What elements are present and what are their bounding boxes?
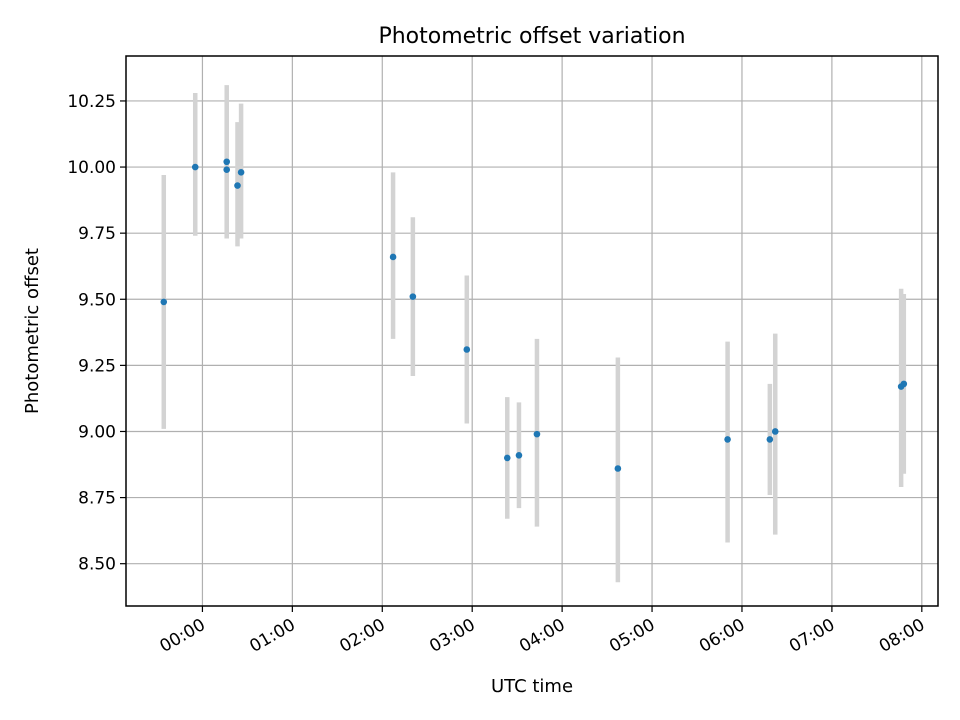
data-point	[771, 428, 779, 435]
data-points	[160, 158, 908, 472]
data-point	[223, 166, 231, 174]
data-point	[409, 293, 417, 300]
x-tick-label: 07:00	[786, 615, 838, 657]
plot-frame	[125, 55, 939, 607]
y-tick-label: 9.25	[78, 356, 116, 376]
x-tick-label: 04:00	[516, 615, 568, 657]
data-point	[191, 163, 199, 171]
data-point	[614, 465, 622, 472]
x-tick-label: 00:00	[156, 615, 208, 657]
data-point	[234, 182, 241, 189]
y-tick-label: 10.25	[67, 92, 116, 112]
y-axis-label: Photometric offset	[22, 248, 43, 414]
data-point	[766, 436, 774, 443]
data-point	[160, 298, 168, 306]
x-tick-label: 05:00	[606, 615, 658, 657]
y-tick-label: 8.75	[78, 489, 116, 509]
data-point	[463, 346, 471, 353]
data-point	[724, 436, 731, 443]
x-tick-label: 06:00	[696, 615, 748, 657]
grid	[126, 56, 938, 606]
data-point	[223, 158, 231, 166]
chart-title: Photometric offset variation	[378, 24, 685, 49]
data-point	[389, 253, 397, 261]
y-tick-label: 9.75	[78, 224, 116, 244]
y-axis-ticks: 8.50 8.75 9.00 9.25 9.50 9.75 10.00 10.25	[67, 92, 126, 575]
data-point	[515, 451, 523, 459]
x-tick-label: 02:00	[336, 615, 388, 657]
data-point	[533, 430, 541, 438]
x-axis-ticks: 00:00 01:00 02:00 03:00 04:00 05:00 06:00 07:00…	[156, 606, 928, 657]
data-point	[237, 169, 245, 176]
x-tick-label: 01:00	[246, 615, 298, 657]
y-tick-label: 9.50	[78, 290, 116, 310]
x-tick-label: 08:00	[876, 615, 928, 657]
data-point	[503, 454, 511, 462]
error-bars	[161, 85, 907, 583]
y-tick-label: 9.00	[78, 422, 116, 442]
x-axis-label: UTC time	[491, 676, 573, 697]
x-tick-label: 03:00	[426, 615, 478, 657]
data-point	[900, 380, 908, 388]
y-tick-label: 8.50	[78, 555, 116, 575]
y-tick-label: 10.00	[67, 158, 116, 178]
